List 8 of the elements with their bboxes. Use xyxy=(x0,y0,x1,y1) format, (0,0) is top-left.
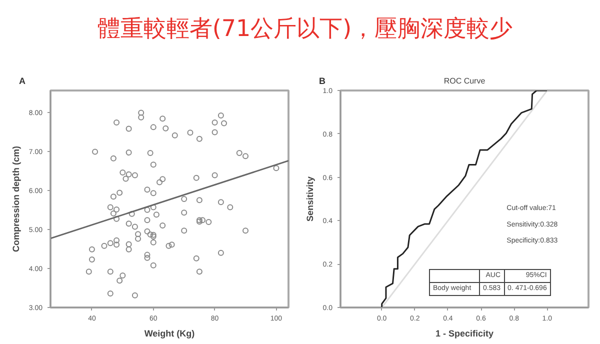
x-axis-title: Weight (Kg) xyxy=(144,328,195,338)
text: A xyxy=(19,75,26,88)
text: B xyxy=(319,75,326,88)
chart-title: 體重較輕者(71公斤以下)，壓胸深度較少 xyxy=(96,15,514,44)
y-axis-title: Sensitivity xyxy=(304,176,315,222)
x-axis-title: 1 - Specificity xyxy=(435,328,494,338)
chart-title: ROC Curve xyxy=(444,76,486,86)
y-axis-title: Compression depth (cm) xyxy=(10,146,21,252)
